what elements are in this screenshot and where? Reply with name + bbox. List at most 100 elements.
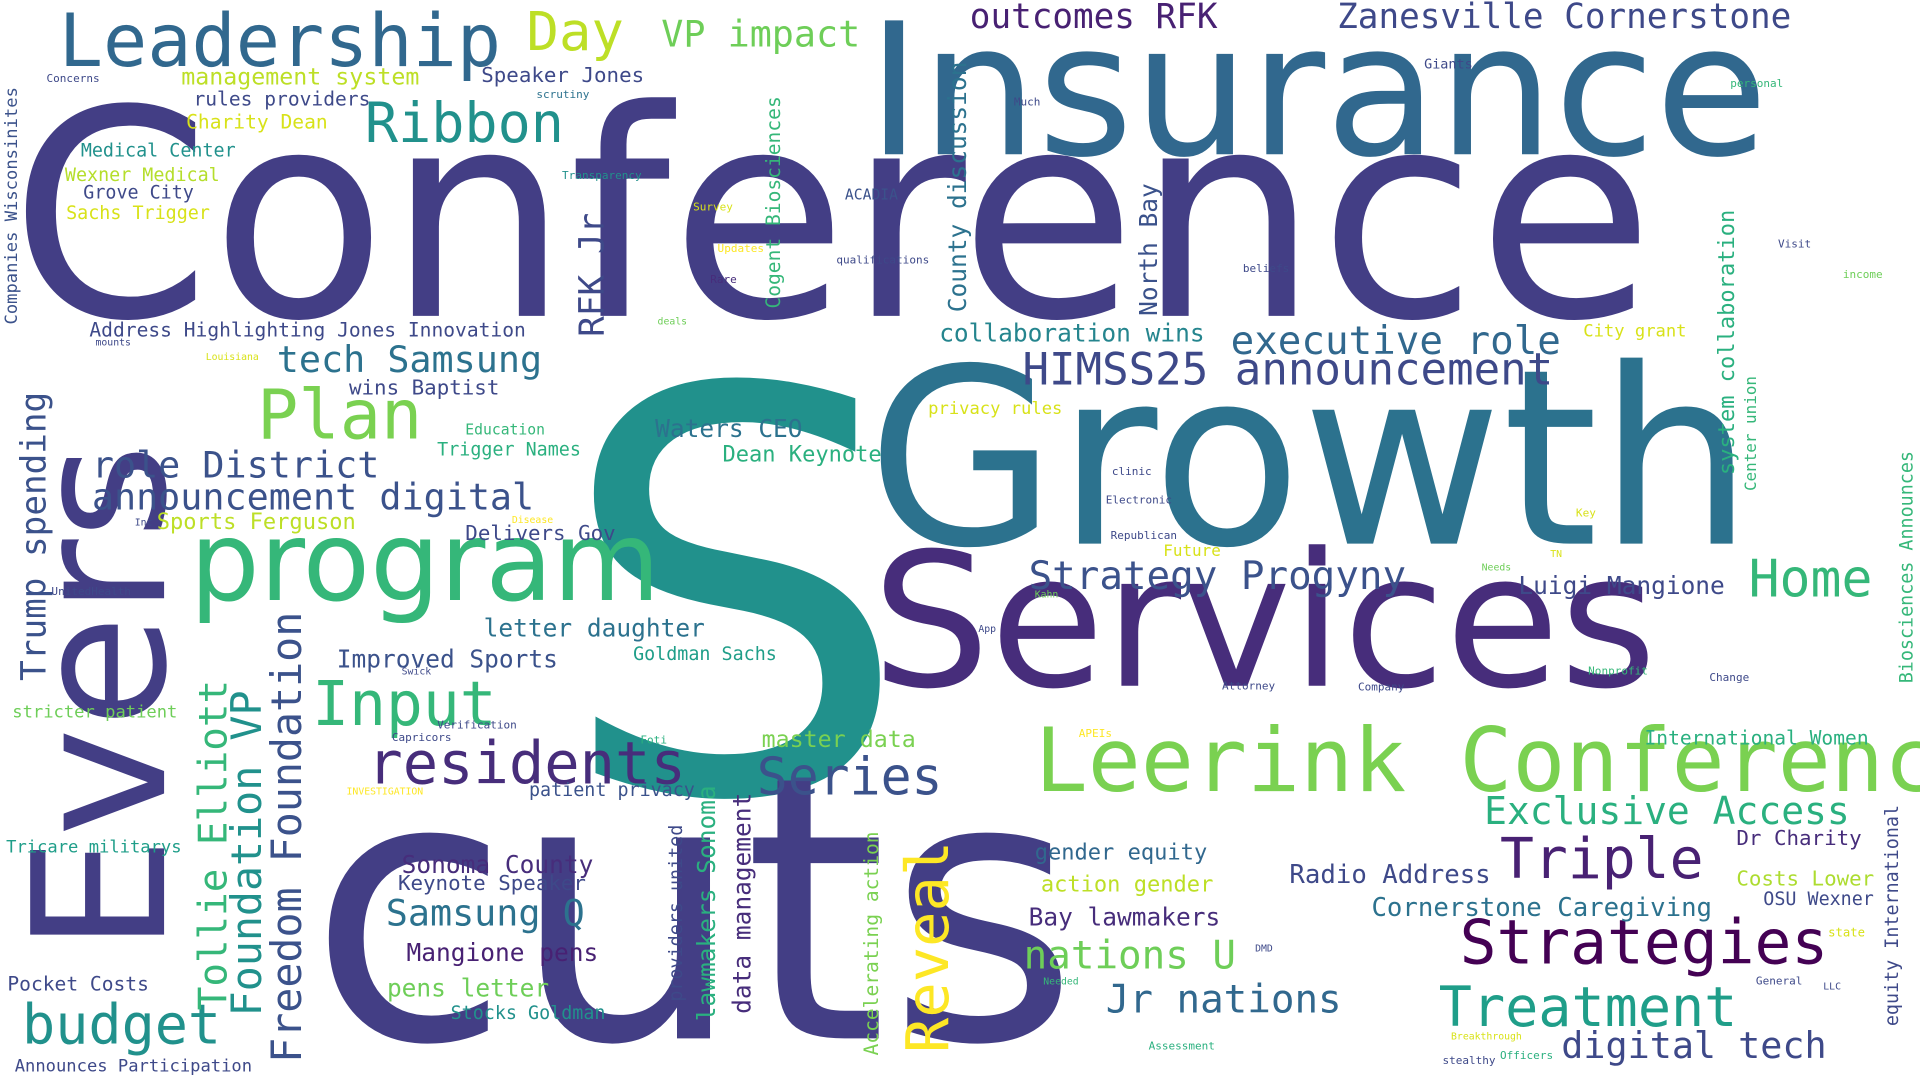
word-cloud-term: data management xyxy=(727,792,757,1014)
word-cloud-term: TN xyxy=(1550,548,1563,560)
word-cloud-term: Leerink Conference xyxy=(1034,708,1920,812)
word-cloud-term: Improved Sports xyxy=(336,644,558,674)
word-cloud-term: Dr Charity xyxy=(1736,826,1862,852)
word-cloud-term: executive role xyxy=(1230,317,1561,364)
word-cloud-term: announcement digital xyxy=(91,476,535,520)
word-cloud-term: App xyxy=(978,623,997,635)
word-cloud-term: Reveal xyxy=(893,840,963,1054)
word-cloud-term: Dean Keynote xyxy=(722,442,882,468)
word-cloud-term: Grove City xyxy=(83,181,194,204)
word-cloud-term: residents xyxy=(367,729,686,799)
word-cloud-term: nations U xyxy=(1023,931,1236,979)
word-cloud-term: Treatment xyxy=(1438,974,1738,1040)
word-cloud-term: INVESTIGATION xyxy=(346,786,424,798)
word-cloud-term: Swick xyxy=(401,666,432,678)
word-cloud-term: Republican xyxy=(1110,530,1177,543)
word-cloud-term: collaboration wins xyxy=(939,318,1205,348)
word-cloud-term: Ribbon xyxy=(364,90,564,156)
word-cloud-term: cuts xyxy=(308,697,1079,1082)
word-cloud-term: Kahn xyxy=(1034,588,1059,601)
word-cloud-term: Goldman Sachs xyxy=(633,642,777,665)
word-cloud-term: scrutiny xyxy=(536,89,590,102)
word-cloud-term: Disease xyxy=(511,514,554,526)
word-cloud-term: Pocket Costs xyxy=(7,972,149,996)
word-cloud-term: International Women xyxy=(1644,726,1869,750)
word-cloud-term: RFK Jr xyxy=(571,212,613,337)
word-cloud-term: Exclusive Access xyxy=(1484,789,1850,834)
word-cloud-term: Rare xyxy=(710,274,737,287)
word-cloud-term: Officers xyxy=(1500,1050,1554,1063)
word-cloud-term: stricter patient xyxy=(12,702,178,723)
word-cloud-term: Strategies xyxy=(1459,907,1829,979)
word-cloud-term: Updates xyxy=(717,243,765,256)
word-cloud-term: Change xyxy=(1709,672,1750,685)
word-cloud-term: Luigi Mangione xyxy=(1518,570,1725,601)
word-cloud-term: Center union xyxy=(1742,376,1761,492)
word-cloud-term: ACADIA xyxy=(844,186,898,204)
word-cloud-term: Trump spending xyxy=(13,391,54,681)
word-cloud-term: lawmakers Sonoma xyxy=(691,785,722,1022)
word-cloud-term: VP impact xyxy=(661,13,861,57)
word-cloud-term: outcomes RFK xyxy=(969,0,1218,37)
word-cloud-term: beliefs xyxy=(1242,263,1290,276)
word-cloud-term: Key xyxy=(1575,508,1596,521)
word-cloud-term: equity International xyxy=(1880,804,1903,1027)
word-cloud-term: Day xyxy=(526,1,624,64)
word-cloud-term: Medical Center xyxy=(80,139,236,162)
word-cloud-term: digital tech xyxy=(1561,1024,1827,1068)
word-cloud-term: Assessment xyxy=(1148,1040,1215,1054)
word-cloud-term: stealthy xyxy=(1442,1055,1496,1068)
word-cloud-term: Foti xyxy=(640,734,667,747)
word-cloud-term: Needed xyxy=(1043,975,1079,987)
word-cloud-term: DMD xyxy=(1255,942,1273,954)
word-cloud-term: UnitedHealth xyxy=(51,586,132,599)
word-cloud-term: master data xyxy=(761,726,916,754)
word-cloud-term: gender equity xyxy=(1034,840,1208,866)
word-cloud-term: budget xyxy=(22,991,222,1057)
word-cloud-term: Attorney xyxy=(1222,680,1276,694)
word-cloud-term: Education xyxy=(465,421,545,439)
word-cloud-term: HIMSS25 announcement xyxy=(1022,345,1554,396)
word-cloud-term: Growth xyxy=(866,317,1754,603)
word-cloud-term: system collaboration xyxy=(1714,209,1741,476)
word-cloud-term: program xyxy=(189,498,661,627)
word-cloud-term: Concerns xyxy=(46,73,100,86)
word-cloud-term: Accelerating action xyxy=(859,831,883,1056)
word-cloud-term: Freedom Foundation xyxy=(263,611,313,1063)
word-cloud-term: deals xyxy=(657,315,688,327)
word-cloud-term: personal xyxy=(1730,78,1784,91)
word-cloud-term: Delivers Gov xyxy=(465,521,616,547)
word-cloud-term: City grant xyxy=(1583,322,1687,342)
word-cloud-term: Trigger Names xyxy=(437,438,581,461)
word-cloud-term: Needs xyxy=(1481,562,1512,574)
word-cloud-term: Keynote Speaker xyxy=(397,871,586,897)
word-cloud-term: Inc xyxy=(134,516,153,528)
word-cloud-term: Tollie Elliott xyxy=(189,679,237,1011)
word-cloud-term: pens letter xyxy=(386,973,550,1003)
word-cloud-term: Verification xyxy=(437,720,517,733)
word-cloud-term: Mangione pens xyxy=(406,937,599,968)
word-cloud-term: General xyxy=(1755,975,1803,989)
word-cloud-term: Insurance xyxy=(866,0,1769,199)
word-cloud-term: Sonoma County xyxy=(401,849,594,880)
word-cloud-term: tech Samsung xyxy=(276,339,543,383)
word-cloud-term: Company xyxy=(1357,682,1405,695)
word-cloud-term: role District xyxy=(91,444,380,488)
word-cloud-term: Biosciences Announces xyxy=(1895,451,1918,684)
word-cloud-term: Future xyxy=(1163,542,1221,561)
word-cloud-term: letter daughter xyxy=(483,613,705,643)
word-cloud-term: Conference xyxy=(9,50,1655,385)
word-cloud-term: Speaker Jones xyxy=(481,63,645,89)
word-cloud-term: Plan xyxy=(257,375,423,456)
word-cloud-term: North Bay xyxy=(1133,183,1164,316)
word-cloud-term: patient privacy xyxy=(528,778,695,801)
word-cloud-term: Charity Dean xyxy=(186,110,328,134)
word-cloud-term: mounts xyxy=(95,336,131,348)
word-cloud-term: Visit xyxy=(1777,238,1812,252)
word-cloud-term: S xyxy=(557,275,911,924)
word-cloud-term: providers united xyxy=(664,824,687,1002)
word-cloud-term: income xyxy=(1842,269,1883,282)
word-cloud-term: Cogent Biosciences xyxy=(761,96,785,309)
word-cloud-term: Sachs Trigger xyxy=(66,202,210,225)
word-cloud-term: County discussion xyxy=(942,61,973,313)
